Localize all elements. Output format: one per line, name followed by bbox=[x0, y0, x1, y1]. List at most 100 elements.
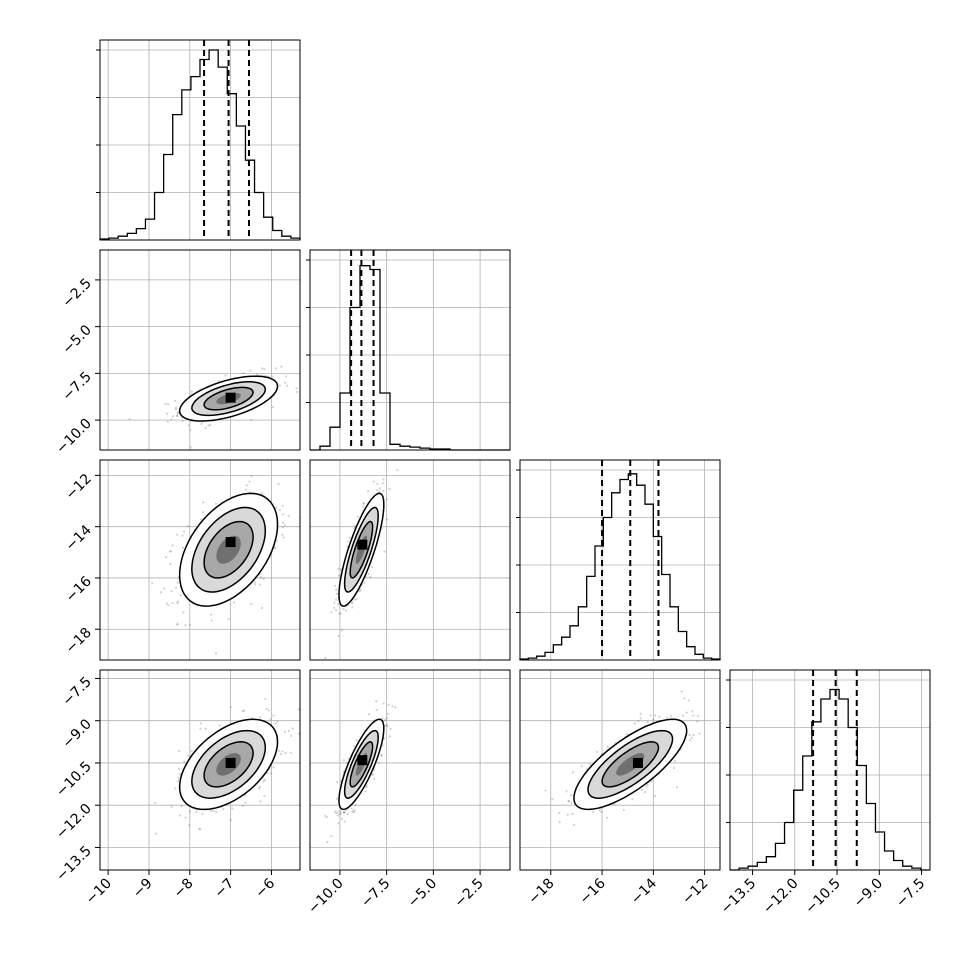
sample-point bbox=[345, 809, 348, 812]
pair-frame bbox=[519, 669, 721, 871]
contour-line bbox=[338, 718, 385, 811]
sample-point bbox=[337, 574, 341, 577]
sample-point bbox=[244, 488, 248, 491]
sample-point bbox=[224, 374, 227, 377]
sample-point bbox=[271, 375, 274, 378]
sample-point bbox=[606, 816, 609, 819]
sample-point bbox=[198, 828, 202, 831]
sample-point bbox=[163, 587, 166, 590]
sample-point bbox=[646, 783, 649, 786]
ytick-label: −18 bbox=[63, 625, 95, 657]
pair-panel-2-1 bbox=[309, 459, 511, 661]
sample-point bbox=[396, 469, 399, 472]
sample-point bbox=[673, 766, 676, 770]
sample-point bbox=[259, 716, 262, 719]
sample-point bbox=[340, 817, 344, 820]
sample-point bbox=[348, 536, 351, 539]
sample-point bbox=[382, 489, 385, 493]
sample-point bbox=[592, 810, 595, 813]
sample-point bbox=[334, 609, 338, 612]
sample-point bbox=[244, 801, 247, 804]
sample-point bbox=[204, 727, 207, 730]
sample-point bbox=[652, 718, 655, 721]
sample-point bbox=[658, 715, 661, 718]
sample-point bbox=[282, 536, 285, 539]
sample-point bbox=[229, 818, 232, 822]
sample-point bbox=[195, 811, 198, 814]
xtick-label: −7.5 bbox=[893, 876, 928, 911]
sample-point bbox=[263, 794, 266, 798]
sample-point bbox=[248, 480, 251, 483]
sample-point bbox=[571, 812, 574, 816]
sample-point bbox=[249, 418, 253, 421]
sample-point bbox=[650, 780, 653, 783]
sample-point bbox=[181, 546, 185, 549]
sample-point bbox=[258, 785, 261, 789]
sample-point bbox=[696, 714, 700, 718]
sample-point bbox=[281, 533, 284, 537]
sample-point bbox=[263, 778, 266, 782]
sample-point bbox=[544, 789, 547, 792]
sample-point bbox=[380, 753, 383, 757]
sample-point bbox=[388, 735, 391, 738]
sample-point bbox=[274, 722, 277, 725]
sample-point bbox=[169, 562, 172, 566]
sample-point bbox=[363, 581, 366, 584]
sample-point bbox=[182, 530, 186, 533]
sample-point bbox=[332, 606, 336, 609]
sample-point bbox=[207, 424, 210, 427]
sample-point bbox=[337, 603, 340, 606]
pair-frame bbox=[99, 249, 301, 451]
sample-point bbox=[336, 811, 339, 814]
sample-point bbox=[188, 810, 192, 813]
sample-point bbox=[174, 407, 177, 411]
xtick-label: −10 bbox=[83, 876, 115, 908]
sample-point bbox=[680, 690, 683, 693]
sample-point bbox=[362, 505, 365, 508]
sample-point bbox=[347, 540, 350, 543]
sample-point bbox=[334, 584, 337, 588]
sample-point bbox=[260, 606, 264, 610]
sample-point bbox=[215, 810, 218, 813]
sample-point bbox=[359, 588, 362, 591]
sample-point bbox=[335, 588, 338, 591]
sample-point bbox=[176, 623, 179, 626]
sample-point bbox=[201, 812, 204, 815]
sample-point bbox=[282, 513, 285, 516]
ytick-label: −12.0 bbox=[53, 801, 95, 843]
sample-point bbox=[382, 478, 385, 481]
sample-point bbox=[202, 511, 205, 514]
peak-marker bbox=[225, 757, 236, 768]
sample-point bbox=[259, 576, 263, 579]
hist-frame-2 bbox=[519, 459, 721, 661]
sample-point bbox=[681, 714, 685, 717]
sample-point bbox=[285, 384, 289, 387]
peak-marker bbox=[225, 392, 236, 403]
sample-point bbox=[565, 790, 568, 793]
sample-point bbox=[277, 749, 280, 752]
xtick-label: −12.0 bbox=[760, 876, 802, 918]
sample-point bbox=[171, 544, 174, 547]
hist-panel-1 bbox=[306, 249, 511, 451]
sample-point bbox=[232, 601, 236, 604]
sample-point bbox=[380, 754, 383, 757]
sample-point bbox=[353, 525, 356, 528]
sample-point bbox=[589, 763, 592, 766]
xtick-label: −13.5 bbox=[718, 876, 760, 918]
sample-point bbox=[272, 766, 275, 769]
sample-point bbox=[301, 477, 303, 479]
sample-point bbox=[646, 721, 649, 724]
xtick-label: −9 bbox=[130, 876, 156, 902]
pair-frame bbox=[99, 669, 301, 871]
sample-point bbox=[558, 820, 561, 824]
sample-point bbox=[176, 412, 179, 415]
sample-point bbox=[354, 804, 357, 807]
sample-point bbox=[283, 523, 286, 526]
sample-point bbox=[268, 441, 270, 443]
sample-point bbox=[385, 717, 389, 720]
sample-point bbox=[639, 717, 642, 720]
sample-point bbox=[337, 814, 340, 817]
sample-point bbox=[580, 764, 583, 768]
sample-point bbox=[566, 813, 569, 816]
sample-point bbox=[344, 609, 348, 612]
